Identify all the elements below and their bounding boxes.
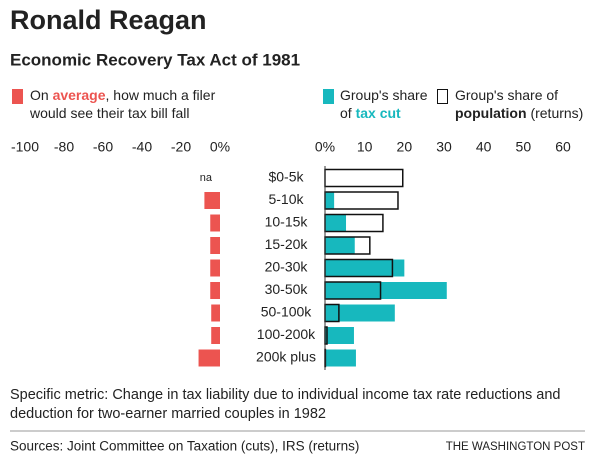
bar [325,237,355,254]
legend-text: Group's share of [455,87,559,103]
legend-swatch [323,89,334,104]
x-tick-label: -20 [171,139,191,155]
source: Sources: Joint Committee on Taxation (cu… [10,439,359,454]
legend-swatch [437,89,448,104]
legend-text: Group's share of [340,87,428,121]
bar [325,282,447,299]
bar [325,304,395,322]
note: Specific metric: Change in tax liability… [10,387,561,422]
category-label: 30-50k [265,281,309,297]
category-label: 5-10k [268,191,304,207]
category-label: 100-200k [257,326,316,342]
bar [324,191,399,210]
bar [210,259,220,277]
bar [324,168,404,188]
category-label: 50-100k [261,304,313,320]
x-tick-label: -40 [132,139,152,155]
x2-tick-label: 50 [516,139,532,155]
bar [325,327,354,344]
bar [325,214,347,232]
x2-tick-label: 60 [555,139,571,155]
bar [210,214,220,232]
x2-tick-label: 30 [436,139,452,155]
x2-tick-label: 20 [397,139,413,155]
title: Ronald Reagan [10,5,207,35]
legend-text: (returns) [530,105,584,121]
category-label: 15-20k [265,236,309,252]
legend-swatch [12,89,23,104]
x-tick-label: 0% [210,139,230,155]
subtitle: Economic Recovery Tax Act of 1981 [10,50,300,69]
bar [211,327,220,344]
bar [210,282,220,299]
category-label: 10-15k [265,214,309,230]
bar [325,192,335,209]
category-label: $0-5k [268,169,304,185]
x-tick-label: -60 [93,139,113,155]
category-label: 20-30k [265,259,309,275]
x2-tick-label: 10 [357,139,373,155]
bar [204,192,220,209]
legend-text: On [30,87,49,103]
legend-emphasis: population [455,105,527,121]
category-label: 200k plus [256,349,316,365]
bar [325,259,405,277]
value-label: na [200,172,213,184]
credit: THE WASHINGTON POST [446,441,585,453]
bar [210,237,220,254]
bar [198,349,220,367]
legend-emphasis: tax cut [355,105,401,121]
bar [325,349,356,367]
bar [211,304,220,322]
legend-text: , how much a filer would see their tax b… [30,87,216,121]
legend-entry: Group's share of tax cut [340,86,430,122]
x2-tick-label: 40 [476,139,492,155]
x-tick-label: -80 [54,139,74,155]
x-tick-label: -100 [11,139,39,155]
x2-tick-label: 0% [315,139,335,155]
legend-entry: Group's share of population (returns) [455,86,590,122]
legend-emphasis: average [52,87,106,103]
legend-entry: On average, how much a filer would see t… [30,86,230,122]
